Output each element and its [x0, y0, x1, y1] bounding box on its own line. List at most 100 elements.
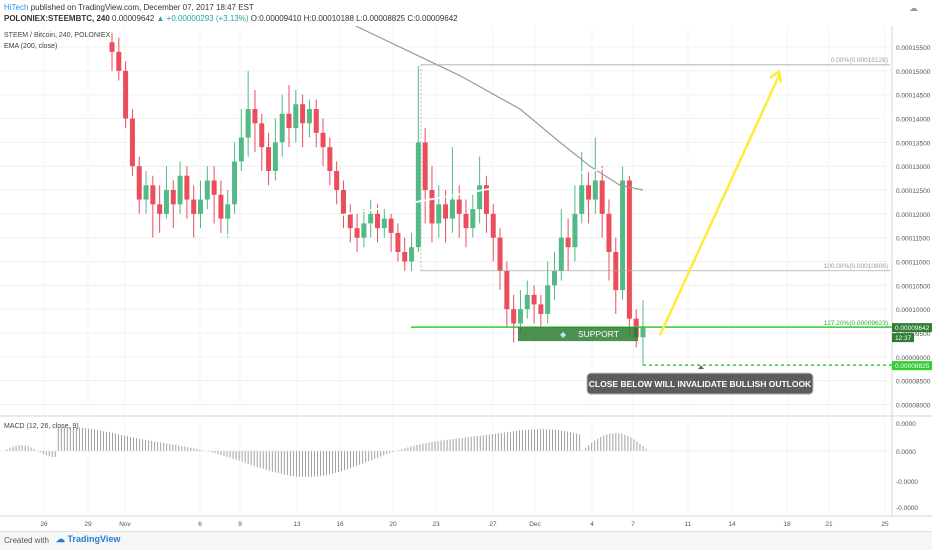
candle-body [198, 199, 203, 214]
candle-body [402, 251, 408, 262]
candle-body [313, 109, 319, 133]
candle-body [327, 147, 333, 171]
candle-body [409, 247, 415, 262]
y-tick-label: 0.00008500 [896, 379, 931, 386]
candle-body [109, 42, 115, 52]
ema-legend: EMA (200, close) [4, 43, 58, 50]
arrow-head [769, 69, 783, 83]
candle-body [558, 237, 564, 272]
x-tick-label: 4 [590, 521, 594, 528]
candle-body [640, 326, 646, 338]
ema-line [354, 26, 644, 191]
candle-body [136, 166, 142, 200]
chart-canvas[interactable]: 0.00015500 0.00015000 0.00014500 0.00014000… [0, 26, 932, 532]
candle-body [157, 204, 163, 214]
stop-tag-label: 0.00008825 [895, 363, 930, 370]
candle-body [245, 109, 251, 138]
candle-body [422, 142, 428, 191]
candle-body [470, 209, 476, 229]
tradingview-logo[interactable]: ☁ TradingView [56, 534, 121, 544]
candle-body [211, 180, 217, 195]
tradingview-mark-icon: ☁ [909, 3, 918, 13]
x-tick-label: 18 [783, 521, 791, 528]
candle-body [293, 104, 299, 129]
candle-body [375, 213, 380, 229]
bullish-arrow [658, 75, 781, 336]
diamond-icon: ◆ [560, 330, 567, 339]
candle-body [463, 213, 469, 229]
candle-body [456, 199, 462, 214]
fib-127-label: 127.20%(0.00009623) [824, 320, 888, 327]
callout-pointer [698, 365, 704, 370]
callout-box [586, 372, 814, 395]
candle-body [238, 137, 244, 162]
y-tick-label: 0.00014000 [896, 117, 931, 124]
macd-tick-label: -0.0000 [896, 479, 918, 486]
x-tick-label: 26 [40, 521, 48, 528]
y-tick-label: 0.00011500 [896, 236, 930, 243]
candle-body [592, 180, 598, 200]
x-tick-label: 29 [84, 521, 92, 528]
cloud-icon: ☁ [56, 534, 65, 544]
x-tick-label: 23 [432, 521, 440, 528]
candle-body [545, 285, 551, 314]
candle-body [320, 132, 326, 148]
support-zone [518, 327, 638, 342]
candle-body [116, 51, 122, 71]
candle-body [368, 213, 374, 224]
candle-body [204, 180, 210, 200]
candle-body [504, 271, 510, 310]
candle-body [286, 113, 292, 129]
x-tick-label: 25 [881, 521, 889, 528]
candle-body [429, 190, 435, 224]
x-tick-label: Dec [529, 521, 541, 528]
x-tick-label: 13 [293, 521, 301, 528]
fib-0-label: 0.00%(0.00015128) [831, 57, 888, 64]
candle-body [340, 190, 346, 214]
candle-body [347, 213, 353, 229]
x-tick-label: 6 [198, 521, 202, 528]
candle-body [381, 218, 387, 229]
candle-body [129, 118, 135, 167]
candle-body [620, 180, 626, 291]
candle-body [565, 237, 571, 248]
y-tick-label: 0.00015500 [896, 45, 931, 52]
x-tick-label: 9 [238, 521, 242, 528]
candle-body [143, 185, 149, 200]
candle-body [599, 180, 605, 214]
candle-body [415, 142, 421, 248]
candle-body [306, 109, 312, 124]
x-tick-label: 14 [728, 521, 736, 528]
y-tick-label: 0.00013500 [896, 140, 931, 147]
price-change: ▲ +0.00000293 (+3.13%) [156, 14, 249, 23]
y-tick-label: 0.00012500 [896, 188, 931, 195]
candle-body [170, 190, 176, 205]
x-tick-label: Nov [119, 521, 131, 528]
x-tick-label: 7 [631, 521, 635, 528]
candle-body [517, 309, 523, 324]
y-tick-label: 0.00012000 [896, 212, 931, 219]
candle-body [266, 147, 272, 171]
y-tick-label: 0.00009000 [896, 355, 931, 362]
candle-body [490, 213, 496, 238]
y-tick-label: 0.00015000 [896, 69, 931, 76]
x-tick-label: 20 [389, 521, 397, 528]
candle-body [252, 109, 258, 124]
fib-100-label: 100.00%(0.00010806) [824, 263, 888, 270]
candle-body [272, 142, 278, 171]
price-tag-bg [892, 323, 932, 333]
macd-tick-label: -0.0000 [896, 505, 918, 512]
macd-tick-label: 0.0000 [896, 449, 916, 456]
candle-body [449, 199, 455, 219]
ascending-trendline [146, 116, 893, 251]
x-tick-label: 21 [825, 521, 833, 528]
stop-tag-bg [892, 361, 932, 371]
candle-body [443, 204, 449, 219]
y-tick-label: 0.00014500 [896, 93, 931, 100]
candle-body [150, 185, 156, 205]
time-tag-label: 12:37 [895, 335, 912, 342]
candle-body [606, 213, 612, 252]
author-link[interactable]: HiTech [4, 3, 29, 12]
candle-body [586, 185, 592, 200]
candle-body [538, 304, 544, 314]
